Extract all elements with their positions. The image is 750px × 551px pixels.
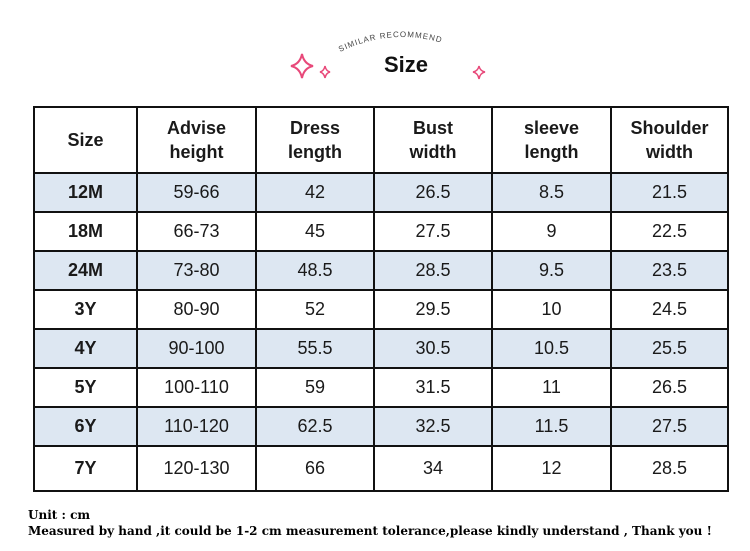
value-cell: 55.5 <box>255 328 375 369</box>
value-cell: 27.5 <box>610 406 729 447</box>
size-cell: 3Y <box>33 289 138 330</box>
sparkle <box>319 65 331 79</box>
value-cell: 21.5 <box>610 172 729 213</box>
header-cell: Dress length <box>255 106 375 174</box>
table-row: 4Y 90-100 55.5 30.5 10.5 25.5 <box>33 328 729 369</box>
sparkle <box>472 65 486 80</box>
value-cell: 9.5 <box>491 250 612 291</box>
title: Size <box>384 52 428 77</box>
value-cell: 28.5 <box>610 445 729 492</box>
table-row: 5Y 100-110 59 31.5 11 26.5 <box>33 367 729 408</box>
header-cell: Bust width <box>373 106 493 174</box>
size-cell: 6Y <box>33 406 138 447</box>
value-cell: 9 <box>491 211 612 252</box>
value-cell: 80-90 <box>136 289 257 330</box>
arc-text-path: SIMILAR RECOMMEND <box>337 30 443 54</box>
size-table: Size Advise height Dress length Bust width slee… <box>33 106 729 492</box>
header-line: Shoulder <box>630 118 709 138</box>
value-cell: 30.5 <box>373 328 493 369</box>
table-row: 3Y 80-90 52 29.5 10 24.5 <box>33 289 729 330</box>
header-cell: sleeve length <box>491 106 612 174</box>
arc-text: SIMILAR RECOMMEND <box>337 30 444 54</box>
value-cell: 66-73 <box>136 211 257 252</box>
value-cell: 42 <box>255 172 375 213</box>
value-cell: 120-130 <box>136 445 257 492</box>
value-cell: 48.5 <box>255 250 375 291</box>
size-cell: 12M <box>33 172 138 213</box>
value-cell: 73-80 <box>136 250 257 291</box>
value-cell: 110-120 <box>136 406 257 447</box>
header-line: Advise <box>166 118 227 138</box>
table-row: 6Y 110-120 62.5 32.5 11.5 27.5 <box>33 406 729 447</box>
header-cell: Advise height <box>136 106 257 174</box>
value-cell: 8.5 <box>491 172 612 213</box>
sparkle <box>290 53 314 79</box>
size-cell: 7Y <box>33 445 138 492</box>
header: SIMILAR RECOMMEND Size <box>290 30 486 80</box>
value-cell: 28.5 <box>373 250 493 291</box>
value-cell: 90-100 <box>136 328 257 369</box>
header-line: Dress <box>289 118 341 138</box>
header-line: length <box>288 142 342 162</box>
header-cell: Shoulder width <box>610 106 729 174</box>
table-row: 18M 66-73 45 27.5 9 22.5 <box>33 211 729 252</box>
value-cell: 10.5 <box>491 328 612 369</box>
header-line: sleeve <box>523 118 580 138</box>
value-cell: 22.5 <box>610 211 729 252</box>
value-cell: 52 <box>255 289 375 330</box>
value-cell: 59-66 <box>136 172 257 213</box>
header-line: height <box>169 142 224 162</box>
value-cell: 25.5 <box>610 328 729 369</box>
value-cell: 62.5 <box>255 406 375 447</box>
header-line: width <box>409 142 457 162</box>
header-row: Size Advise height Dress length Bust width slee… <box>33 106 729 174</box>
value-cell: 11.5 <box>491 406 612 447</box>
value-cell: 27.5 <box>373 211 493 252</box>
value-cell: 100-110 <box>136 367 257 408</box>
value-cell: 31.5 <box>373 367 493 408</box>
header-cell: Size <box>33 106 138 174</box>
value-cell: 26.5 <box>373 172 493 213</box>
value-cell: 23.5 <box>610 250 729 291</box>
value-cell: 26.5 <box>610 367 729 408</box>
tolerance-note: Measured by hand ,it could be 1-2 cm mea… <box>28 524 712 538</box>
header-line: Bust <box>413 118 453 138</box>
value-cell: 34 <box>373 445 493 492</box>
size-cell: 4Y <box>33 328 138 369</box>
value-cell: 10 <box>491 289 612 330</box>
value-cell: 45 <box>255 211 375 252</box>
table-row: 24M 73-80 48.5 28.5 9.5 23.5 <box>33 250 729 291</box>
value-cell: 24.5 <box>610 289 729 330</box>
size-cell: 5Y <box>33 367 138 408</box>
value-cell: 29.5 <box>373 289 493 330</box>
table-row: 7Y 120-130 66 34 12 28.5 <box>33 445 729 492</box>
header-line: Size <box>67 130 104 150</box>
value-cell: 11 <box>491 367 612 408</box>
value-cell: 32.5 <box>373 406 493 447</box>
value-cell: 59 <box>255 367 375 408</box>
unit-note: Unit : cm <box>28 508 91 522</box>
size-cell: 24M <box>33 250 138 291</box>
value-cell: 12 <box>491 445 612 492</box>
table-row: 12M 59-66 42 26.5 8.5 21.5 <box>33 172 729 213</box>
size-cell: 18M <box>33 211 138 252</box>
header-line: length <box>524 142 579 162</box>
header-line: width <box>646 142 693 162</box>
value-cell: 66 <box>255 445 375 492</box>
